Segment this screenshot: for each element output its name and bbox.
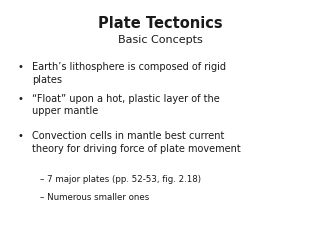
Text: “Float” upon a hot, plastic layer of the
upper mantle: “Float” upon a hot, plastic layer of the… [32,94,220,116]
Text: Plate Tectonics: Plate Tectonics [98,16,222,30]
Text: Convection cells in mantle best current
theory for driving force of plate moveme: Convection cells in mantle best current … [32,131,241,154]
Text: •: • [18,62,23,72]
Text: •: • [18,94,23,104]
Text: – Numerous smaller ones: – Numerous smaller ones [40,193,149,202]
Text: Earth’s lithosphere is composed of rigid
plates: Earth’s lithosphere is composed of rigid… [32,62,226,85]
Text: •: • [18,131,23,141]
Text: Basic Concepts: Basic Concepts [118,35,202,45]
Text: – 7 major plates (pp. 52-53, fig. 2.18): – 7 major plates (pp. 52-53, fig. 2.18) [40,175,201,184]
